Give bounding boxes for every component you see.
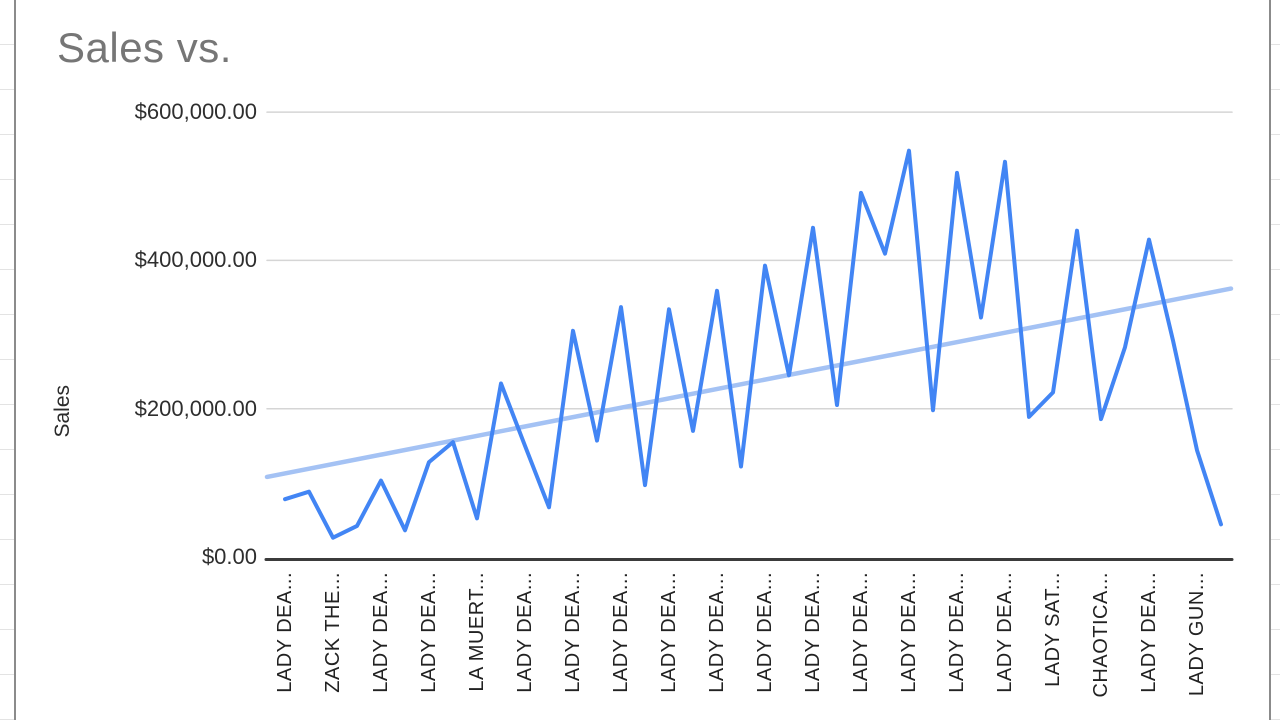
x-axis-category-label: LADY DEA...	[802, 572, 824, 693]
chart-title: Sales vs.	[57, 24, 232, 71]
spreadsheet-gridlines-right	[1271, 0, 1280, 720]
x-axis-category-label: LADY DEA...	[370, 572, 392, 693]
x-axis-category-label: LADY DEA...	[1138, 572, 1160, 693]
x-axis-category-label: LADY DEA...	[946, 572, 968, 693]
x-axis-category-label: LADY DEA...	[850, 572, 872, 693]
chart-right-border	[1269, 0, 1271, 720]
x-axis-category-label: LADY DEA...	[610, 572, 632, 693]
y-axis-tick-label: $600,000.00	[134, 99, 257, 125]
x-axis-category-label: LA MUERT...	[466, 572, 488, 692]
y-axis-tick-label: $0.00	[201, 544, 257, 569]
x-axis-category-label: LADY DEA...	[562, 572, 584, 693]
x-axis-category-label: CHAOTICA...	[1090, 572, 1112, 698]
chart-canvas[interactable]: Sales vs. Sales $600,000.00 $400,000.00 $2…	[16, 0, 1269, 720]
x-axis-category-label: LADY GUN...	[1186, 572, 1208, 697]
spreadsheet-strip-left	[0, 0, 14, 720]
x-axis-category-label: LADY DEA...	[658, 572, 680, 693]
x-axis-category-label: LADY DEA...	[754, 572, 776, 693]
chart-left-border	[14, 0, 16, 720]
sales-series-line	[283, 148, 1223, 540]
x-axis-category-label: LADY DEA...	[898, 572, 920, 693]
spreadsheet-strip-right	[1271, 0, 1280, 720]
x-axis-category-label: LADY SAT...	[1042, 572, 1064, 687]
x-axis-category-label: ZACK THE...	[322, 572, 344, 693]
y-axis-tick-label: $400,000.00	[134, 247, 257, 273]
x-axis-category-label: LADY DEA...	[514, 572, 536, 693]
x-axis-category-label: LADY DEA...	[418, 572, 440, 693]
spreadsheet-gridlines-left	[0, 0, 14, 720]
x-axis-category-label: LADY DEA...	[706, 572, 728, 693]
x-axis-category-label: LADY DEA...	[994, 572, 1016, 693]
x-axis-category-label: LADY DEA...	[274, 572, 296, 693]
line-plot	[264, 111, 1234, 561]
y-axis-tick-label: $200,000.00	[134, 395, 257, 421]
